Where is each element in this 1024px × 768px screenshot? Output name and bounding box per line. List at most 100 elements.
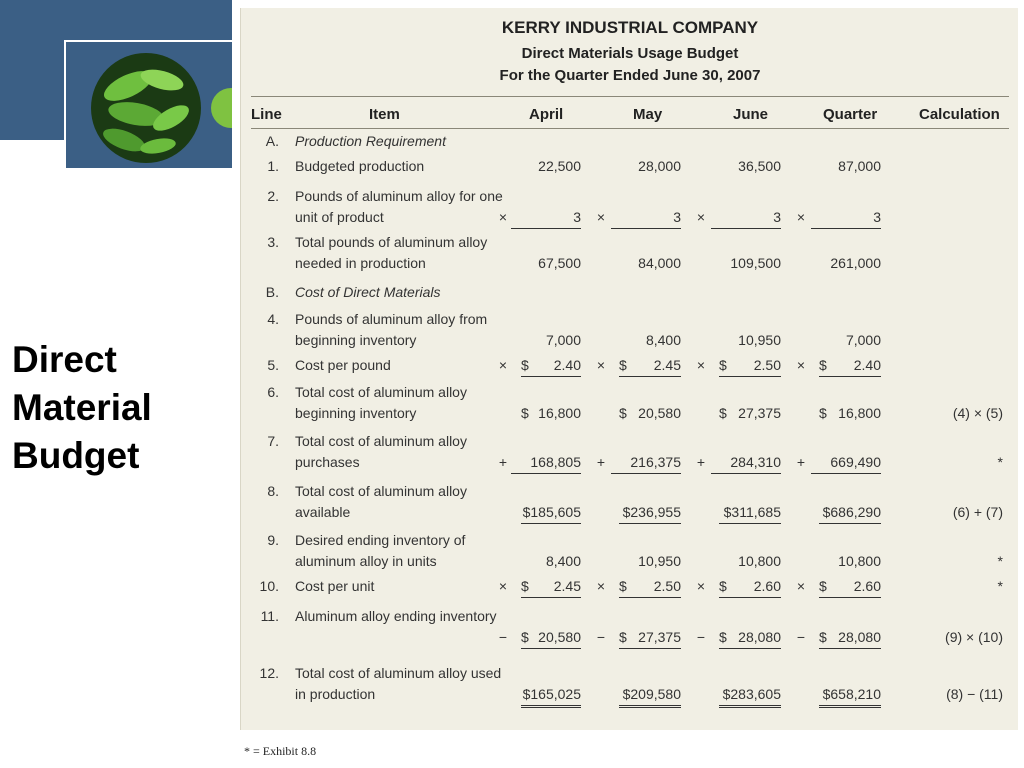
row-value-cell: $2.60 xyxy=(819,576,881,598)
row-value-cell: $185,605 xyxy=(521,502,581,524)
row-value: 84,000 xyxy=(638,255,681,271)
row-operator: × xyxy=(596,578,606,594)
dollar-sign: $ xyxy=(619,578,627,594)
row-value-cell: $20,580 xyxy=(619,403,681,424)
row-value: 27,375 xyxy=(738,405,781,421)
row-operator: − xyxy=(796,629,806,645)
row-value-cell: 261,000 xyxy=(811,253,881,274)
row-value: 20,580 xyxy=(538,629,581,645)
row-value-cell: 8,400 xyxy=(611,330,681,351)
row-value: 3 xyxy=(773,209,781,225)
row-value: 2.60 xyxy=(853,578,881,594)
row-value: 2.60 xyxy=(753,578,781,594)
row-value-cell: 10,950 xyxy=(611,551,681,572)
row-value-cell: $2.40 xyxy=(521,355,581,377)
dollar-sign: $ xyxy=(619,405,627,421)
footnote: * = Exhibit 8.8 xyxy=(244,744,317,758)
row-operator: × xyxy=(696,578,706,594)
row-item-label: Total cost of aluminum alloy used in pro… xyxy=(295,665,502,702)
row-operator: − xyxy=(596,629,606,645)
row-line-number: 6. xyxy=(267,384,279,400)
row-value: 16,800 xyxy=(538,405,581,421)
row-operator: − xyxy=(696,629,706,645)
row-value: 236,955 xyxy=(630,504,681,520)
row-value-cell: 7,000 xyxy=(811,330,881,351)
row-value: 168,805 xyxy=(530,454,581,470)
row-line-number: 10. xyxy=(259,578,279,594)
row-value-cell: $16,800 xyxy=(819,403,881,424)
row-value: 2.45 xyxy=(553,578,581,594)
row-item-label: Aluminum alloy ending inventory xyxy=(295,608,497,624)
row-operator: + xyxy=(596,454,606,470)
row-value: 28,000 xyxy=(638,158,681,174)
row-value-cell: 8,400 xyxy=(511,551,581,572)
row-line-number: 5. xyxy=(267,357,279,373)
dollar-sign: $ xyxy=(522,686,531,702)
row-value-cell: $2.50 xyxy=(619,576,681,598)
row-operator: × xyxy=(696,209,706,225)
row-value: 2.40 xyxy=(853,357,881,373)
row-calculation: * xyxy=(997,553,1003,569)
row-item-label: Pounds of aluminum alloy from beginning … xyxy=(295,311,488,348)
row-value-cell: 10,950 xyxy=(711,330,781,351)
dollar-sign: $ xyxy=(719,578,727,594)
dollar-sign: $ xyxy=(822,686,831,702)
dollar-sign: $ xyxy=(521,629,529,645)
row-value-cell: $20,580 xyxy=(521,627,581,649)
row-value: 311,685 xyxy=(731,504,781,520)
row-value-cell: 28,000 xyxy=(611,156,681,177)
dollar-sign: $ xyxy=(819,357,827,373)
row-operator: × xyxy=(596,209,606,225)
header-rule-top xyxy=(251,96,1009,97)
row-value: 28,080 xyxy=(838,629,881,645)
row-value: 10,950 xyxy=(638,553,681,569)
row-value: 10,800 xyxy=(838,553,881,569)
row-value: 261,000 xyxy=(830,255,881,271)
row-value-cell: $27,375 xyxy=(619,627,681,649)
row-item-label: Total cost of aluminum alloy available xyxy=(295,483,467,520)
row-value-cell: 84,000 xyxy=(611,253,681,274)
row-line-number: 3. xyxy=(267,234,279,250)
row-value-cell: 3 xyxy=(511,207,581,229)
row-operator: − xyxy=(498,629,508,645)
row-value: 8,400 xyxy=(545,553,581,569)
row-value-cell: $28,080 xyxy=(819,627,881,649)
row-value-cell: 284,310 xyxy=(711,452,781,474)
row-value-cell: 3 xyxy=(811,207,881,229)
row-value: 8,400 xyxy=(645,332,681,348)
row-item-label: Cost of Direct Materials xyxy=(295,284,441,300)
row-value-cell: 3 xyxy=(711,207,781,229)
dollar-sign: $ xyxy=(521,405,529,421)
row-value: 284,310 xyxy=(730,454,781,470)
column-header-april: April xyxy=(529,106,564,123)
row-calculation: (6) + (7) xyxy=(952,504,1003,520)
row-operator: + xyxy=(796,454,806,470)
row-item-label: Cost per unit xyxy=(295,578,375,594)
row-value-cell: 109,500 xyxy=(711,253,781,274)
document-subtitle: Direct Materials Usage Budget xyxy=(521,45,739,62)
column-header-calculation: Calculation xyxy=(919,106,1000,123)
row-value-cell: 87,000 xyxy=(811,156,881,177)
dollar-sign: $ xyxy=(619,357,627,373)
dollar-sign: $ xyxy=(522,504,531,520)
row-value-cell: $209,580 xyxy=(619,684,681,708)
row-calculation: (9) × (10) xyxy=(945,629,1003,645)
row-value: 2.45 xyxy=(653,357,681,373)
dollar-sign: $ xyxy=(622,686,631,702)
row-calculation: * xyxy=(997,578,1003,594)
row-value-cell: $2.60 xyxy=(719,576,781,598)
row-line-number: 9. xyxy=(267,532,279,548)
row-value-cell: 669,490 xyxy=(811,452,881,474)
column-header-item: Item xyxy=(369,106,400,123)
dollar-sign: $ xyxy=(819,578,827,594)
dollar-sign: $ xyxy=(719,629,727,645)
dollar-sign: $ xyxy=(723,504,732,520)
row-value-cell: $2.40 xyxy=(819,355,881,377)
row-value-cell: 216,375 xyxy=(611,452,681,474)
row-value: 669,490 xyxy=(830,454,881,470)
row-value-cell: 168,805 xyxy=(511,452,581,474)
dollar-sign: $ xyxy=(719,357,727,373)
row-line-number: 12. xyxy=(259,665,279,681)
row-operator: + xyxy=(498,454,508,470)
dollar-sign: $ xyxy=(619,629,627,645)
